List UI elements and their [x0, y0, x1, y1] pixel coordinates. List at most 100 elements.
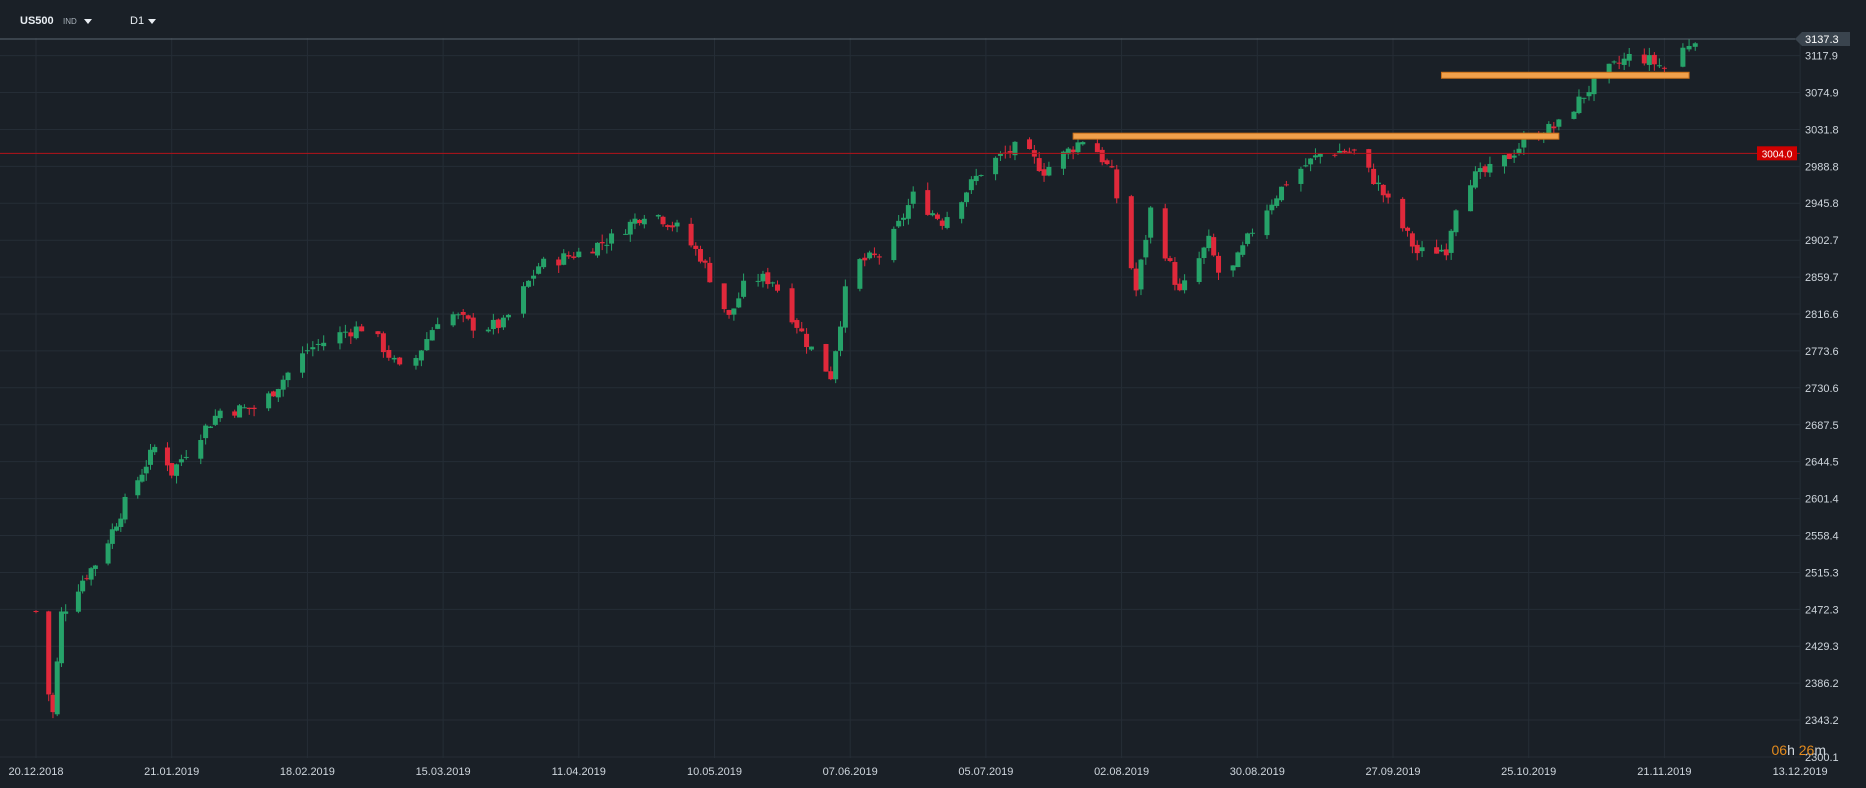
y-axis-tick-label: 2687.5 [1805, 420, 1839, 432]
candle-body [1109, 166, 1115, 168]
candle-body [1351, 149, 1357, 151]
candle-body [641, 218, 647, 225]
candle-body [1283, 184, 1289, 186]
y-axis-tick-label: 2730.6 [1805, 383, 1839, 395]
candle-body [118, 518, 124, 527]
candle-body [993, 157, 999, 175]
candle-body [304, 350, 310, 352]
candle-body [207, 426, 213, 428]
candle-body [833, 351, 839, 380]
x-axis-tick-label: 21.01.2019 [144, 766, 199, 778]
candle-body [1516, 148, 1522, 154]
candle-body [337, 332, 343, 344]
candle-body [178, 459, 184, 463]
candle-body [901, 217, 907, 220]
candle-body [939, 220, 945, 226]
candle-body [1400, 198, 1406, 229]
timeframe-label[interactable]: D1 [130, 15, 145, 27]
candle-body [604, 244, 610, 246]
candle-body [275, 389, 281, 398]
countdown-hours: 06 [1771, 742, 1788, 758]
candle-body [246, 407, 252, 409]
candle-body [1298, 168, 1304, 184]
symbol-dropdown-chevron-down-icon[interactable] [84, 19, 92, 24]
candle-body [1641, 54, 1647, 64]
candle-body [1182, 280, 1188, 291]
candle-body [1487, 163, 1493, 173]
candle-body [934, 214, 940, 219]
candle-body [526, 280, 532, 287]
candle-body [397, 357, 403, 365]
candle-body [1167, 258, 1173, 261]
candle-body [794, 320, 800, 328]
candle-body [418, 350, 424, 361]
y-axis-tick-label: 2773.6 [1805, 346, 1839, 358]
x-axis-tick-label: 20.12.2018 [8, 766, 63, 778]
candle-body [632, 218, 638, 224]
candle-body [741, 280, 747, 297]
candle-body [1138, 259, 1144, 290]
candle-body [342, 331, 348, 333]
candle-body [862, 257, 868, 261]
candle-body [122, 496, 128, 520]
last-price-tag-label: 3137.3 [1805, 34, 1839, 46]
candle-body [485, 329, 491, 332]
candle-body [413, 358, 419, 366]
candle-body [359, 326, 365, 332]
candle-body [1686, 45, 1692, 50]
candle-body [688, 223, 694, 246]
candle-body [174, 464, 180, 476]
candle-body [1240, 245, 1246, 255]
candle-body [169, 463, 175, 476]
x-axis-tick-label: 13.12.2019 [1773, 766, 1828, 778]
candle-body [63, 611, 69, 614]
candle-body [959, 202, 965, 219]
candle-body [135, 480, 141, 496]
candle-body [665, 225, 671, 227]
candle-body [660, 216, 666, 225]
candle-body [609, 233, 615, 244]
candle-body [495, 319, 501, 328]
candle-body [1080, 142, 1086, 145]
candle-body [217, 410, 223, 419]
candle-body [198, 440, 204, 459]
y-axis-tick-label: 3074.9 [1805, 88, 1839, 100]
candle-body [531, 275, 537, 279]
candle-body [505, 314, 511, 318]
symbol-label[interactable]: US500 [20, 15, 54, 27]
candle-body [1646, 55, 1652, 65]
candle-body [1312, 155, 1318, 158]
candle-body [1385, 193, 1391, 198]
candle-body [241, 407, 247, 409]
candle-body [1065, 148, 1071, 155]
y-axis-tick-label: 2300.1 [1805, 752, 1839, 764]
candle-body [1249, 232, 1255, 234]
instrument-type-label: IND [63, 17, 77, 26]
candle-body [1133, 268, 1139, 291]
candle-body [1453, 210, 1459, 233]
candle-body [1060, 151, 1066, 169]
candle-body [1162, 208, 1168, 259]
candle-body [1027, 139, 1033, 150]
candle-body [896, 220, 902, 227]
candle-body [1576, 96, 1582, 114]
candle-body [1099, 149, 1105, 163]
candle-body [300, 353, 306, 373]
candle-body [321, 342, 327, 347]
x-axis-tick-label: 10.05.2019 [687, 766, 742, 778]
candle-body [1206, 235, 1212, 249]
candle-body [726, 310, 732, 315]
candle-body [54, 661, 60, 715]
candle-body [876, 256, 882, 258]
candle-body [1075, 142, 1081, 153]
candle-body [702, 260, 708, 263]
candle-body [1651, 54, 1657, 65]
candle-body [736, 298, 742, 308]
x-axis-tick-label: 18.02.2019 [280, 766, 335, 778]
candle-body [867, 252, 873, 259]
timeframe-dropdown-chevron-down-icon[interactable] [148, 19, 156, 24]
candle-body [285, 372, 291, 381]
y-axis-tick-label: 2859.7 [1805, 272, 1839, 284]
candle-body [353, 326, 359, 339]
